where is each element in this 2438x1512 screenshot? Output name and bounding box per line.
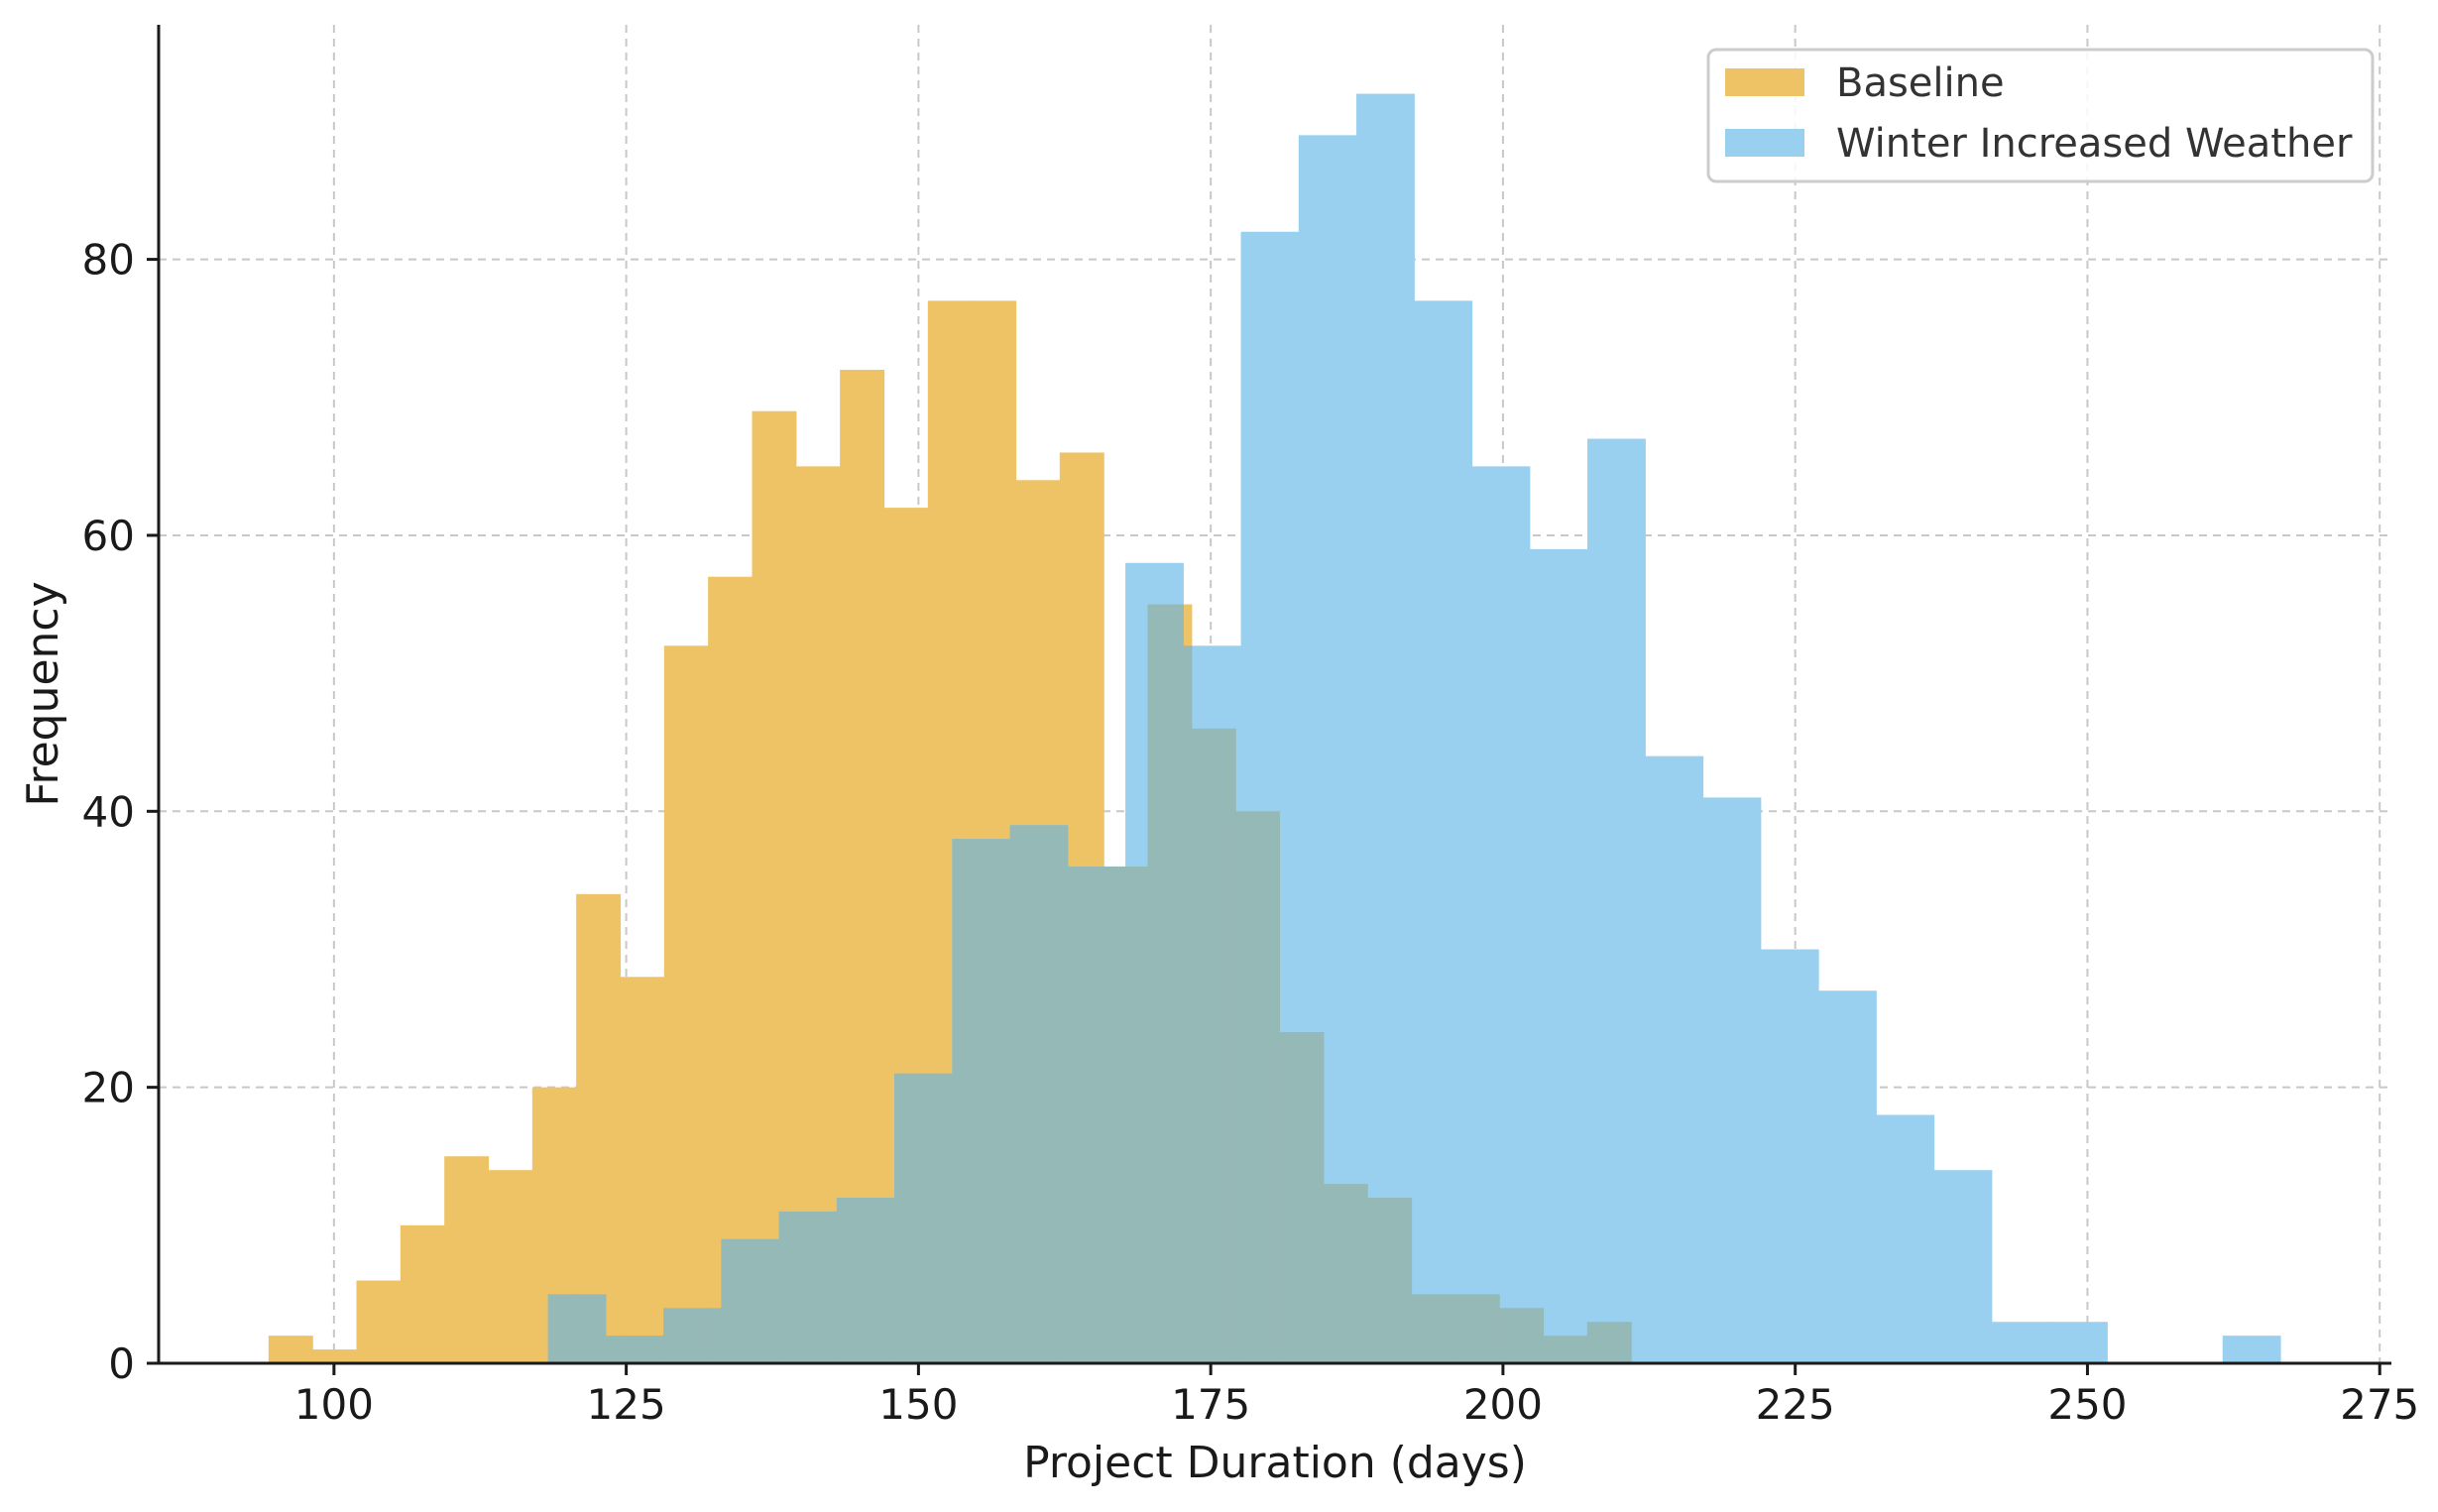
overlap-bar [576,1294,607,1363]
overlap-bar [952,839,973,1363]
overlap-bar [1067,866,1104,1363]
winter-bar [1587,438,1646,1364]
winter-bar [1702,797,1762,1363]
winter-bar [1760,949,1819,1363]
baseline-bar [268,1336,313,1363]
overlap-bar [778,1211,797,1363]
winter-bar [1991,1322,2050,1363]
winter-bar [1876,1114,1935,1363]
legend: Baseline Winter Increased Weather [1706,48,2375,183]
overlap-bar [1471,1294,1500,1363]
overlap-bar [1125,866,1149,1363]
overlap-bar [1529,1308,1545,1363]
winter-bar [2049,1322,2108,1363]
winter-bar [1645,756,1704,1363]
overlap-bar [721,1238,754,1363]
overlap-bar [1183,645,1193,1363]
overlap-bar [1240,811,1281,1363]
baseline-bar [356,1280,402,1363]
overlap-bar [1414,1294,1456,1363]
overlap-bar [840,1197,885,1363]
overlap-bar [1279,1031,1300,1363]
y-tick-label: 60 [82,512,135,560]
overlap-bar [1323,1184,1357,1363]
overlap-bar [547,1294,577,1363]
baseline-bar [312,1349,358,1363]
winter-bar [1818,990,1877,1363]
x-tick-label: 200 [1463,1380,1543,1429]
overlap-bar [1103,866,1126,1363]
legend-swatch-winter [1725,129,1804,157]
winter-bar [1414,300,1473,1363]
x-axis-title: Project Duration (days) [1023,1438,1527,1488]
winter-bar [1933,1170,1993,1363]
overlap-bar [1454,1294,1473,1363]
x-tick-label: 100 [294,1380,374,1429]
overlap-bar [1543,1336,1588,1363]
overlap-bar [1009,825,1017,1363]
x-tick-label: 125 [587,1380,666,1429]
y-tick-label: 80 [82,236,135,285]
overlap-bar [883,1197,895,1363]
axes [157,25,2391,1365]
overlap-bar [1147,604,1184,1363]
overlap-bar [795,1211,838,1363]
winter-bar [1356,93,1415,1363]
legend-frame [1706,48,2375,183]
overlap-bar [1587,1322,1632,1363]
overlap-bar [620,1336,664,1363]
overlap-bar [605,1336,622,1363]
overlap-bar [1499,1308,1531,1363]
baseline-bar [400,1224,445,1363]
overlap-bar [1015,825,1061,1363]
y-tick-label: 0 [108,1339,135,1388]
overlap-bar [663,1308,709,1363]
overlap-bars [547,604,1632,1363]
y-tick-label: 20 [82,1064,135,1112]
overlap-bar [1356,1184,1368,1363]
overlap-bar [663,1308,665,1363]
legend-label-winter: Winter Increased Weather [1836,121,2353,167]
winter-bar [1471,466,1531,1363]
x-tick-label: 225 [1756,1380,1835,1429]
y-tick-label: 40 [82,787,135,836]
baseline-bar [620,977,665,1363]
tick-labels: 100 125 150 175 200 225 250 275 0 20 40 60 80 [82,236,2420,1429]
baseline-bar [708,576,754,1363]
baseline-bar [576,893,622,1363]
overlap-bar [708,1308,722,1363]
overlap-bar [1411,1294,1415,1363]
baseline-bar [444,1156,490,1363]
winter-bar [2222,1336,2281,1363]
x-tick-label: 150 [878,1380,958,1429]
x-tick-label: 275 [2340,1380,2419,1429]
x-tick-label: 175 [1171,1380,1250,1429]
overlap-bar [927,1073,953,1363]
overlap-bar [752,1238,780,1363]
y-axis-title: Frequency [18,581,68,806]
winter-bar [1529,548,1588,1363]
baseline-bar [488,1170,533,1363]
baseline-bar [752,410,797,1363]
overlap-bar [894,1073,929,1363]
overlap-bar [1191,728,1236,1363]
overlap-bar [836,1197,841,1363]
x-tick-label: 250 [2047,1380,2127,1429]
overlap-bar [972,839,1011,1363]
overlap-bar [1059,825,1069,1363]
legend-swatch-baseline [1725,68,1804,96]
overlap-bar [1235,811,1242,1363]
legend-label-baseline: Baseline [1836,60,2005,106]
baseline-bar [663,645,709,1363]
overlap-bar [1298,1031,1325,1363]
overlap-bar [1367,1197,1413,1363]
